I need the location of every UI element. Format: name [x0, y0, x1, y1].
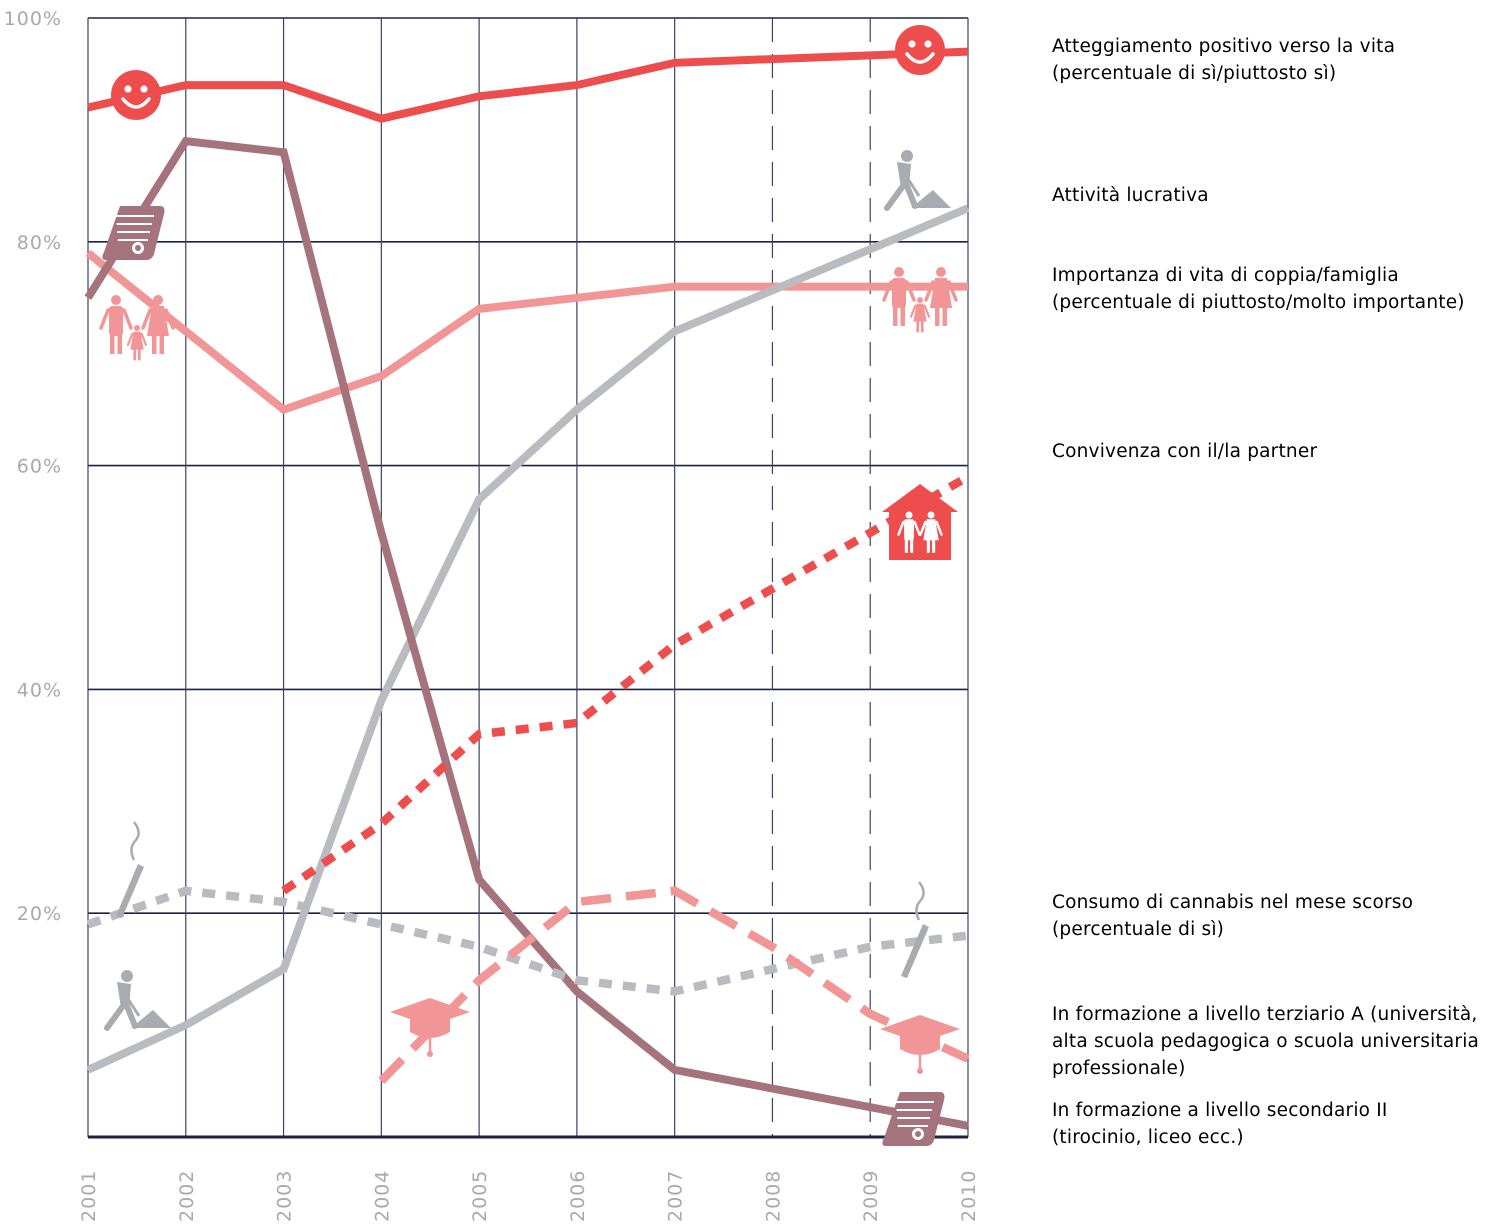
- y-tick-label: 100%: [4, 8, 62, 30]
- worker-icon: [104, 970, 171, 1031]
- couple-house-icon: [882, 484, 958, 560]
- series-line-secondary: [84, 136, 969, 1130]
- x-tick-label: 2001: [78, 1170, 100, 1222]
- worker-icon: [884, 150, 951, 211]
- graduation-cap-icon: [880, 1015, 960, 1074]
- legend-entry-family: Importanza di vita di coppia/famiglia (p…: [1052, 265, 1465, 313]
- y-tick-label: 80%: [17, 232, 62, 254]
- x-tick-label: 2008: [762, 1170, 784, 1222]
- legend-entry-cannabis: Consumo di cannabis nel mese scorso (per…: [1052, 892, 1414, 940]
- legend-entry-positive: Atteggiamento positivo verso la vita (pe…: [1052, 36, 1396, 84]
- legend-entry-secondary: In formazione a livello secondario II (t…: [1052, 1100, 1388, 1148]
- series-line-cannabis: [86, 886, 969, 996]
- smiley-icon: [111, 70, 161, 120]
- x-tick-label: 2005: [469, 1170, 491, 1222]
- diploma-icon: [102, 206, 165, 260]
- legend-entry-cohab: Convivenza con il/la partner: [1052, 441, 1318, 462]
- smiley-icon: [895, 25, 945, 75]
- series-line-cohab: [281, 473, 971, 895]
- graduation-cap-icon: [390, 998, 470, 1057]
- series-line-positive: [87, 47, 969, 123]
- x-tick-label: 2009: [860, 1170, 882, 1222]
- joint-icon: [901, 881, 929, 978]
- y-tick-label: 40%: [17, 679, 62, 701]
- series-lines: [84, 47, 971, 1130]
- y-tick-label: 20%: [17, 903, 62, 925]
- y-axis-ticks: 20% 40% 60% 80% 100%: [4, 8, 62, 925]
- joint-icon: [116, 821, 144, 918]
- x-tick-label: 2006: [567, 1170, 589, 1222]
- x-axis-ticks: 2001 2002 2003 2004 2005 2006 2007 2008 2009 2010: [78, 1170, 980, 1222]
- grid: [87, 17, 969, 1139]
- x-tick-label: 2002: [176, 1170, 198, 1222]
- series-icons: [99, 25, 960, 1146]
- legend-entry-tertiary: In formazione a livello terziario A (uni…: [1052, 1004, 1480, 1079]
- series-line-family: [85, 249, 968, 415]
- legend-entry-work: Attività lucrativa: [1052, 185, 1209, 206]
- family-icon: [99, 295, 175, 361]
- x-tick-label: 2010: [958, 1170, 980, 1222]
- x-tick-label: 2004: [371, 1170, 393, 1222]
- y-tick-label: 60%: [17, 456, 62, 478]
- family-icon: [882, 267, 958, 333]
- x-tick-label: 2007: [665, 1170, 687, 1222]
- series-line-tertiary: [378, 886, 970, 1084]
- series-line-work: [86, 204, 970, 1074]
- diploma-icon: [882, 1092, 945, 1146]
- x-tick-label: 2003: [274, 1170, 296, 1222]
